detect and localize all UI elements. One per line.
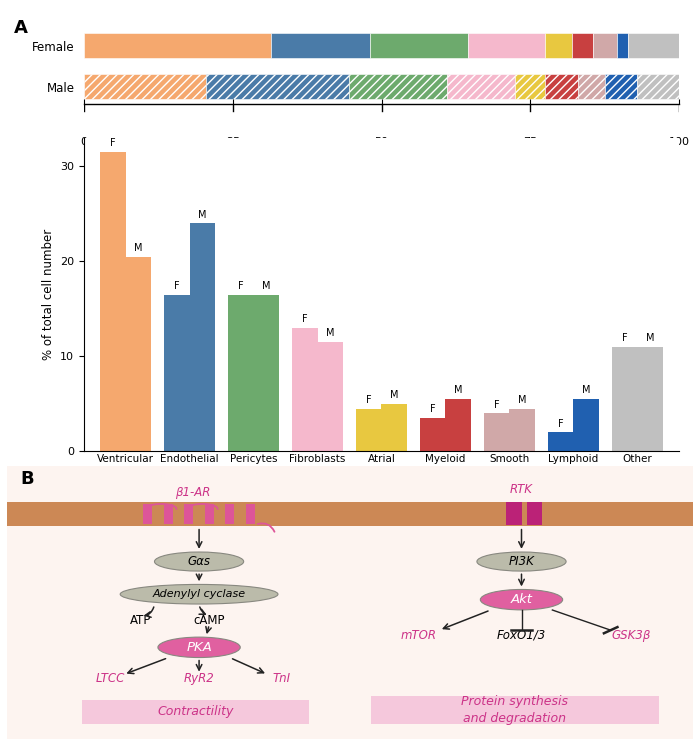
Bar — [246, 504, 255, 524]
Bar — [318, 342, 343, 451]
Bar — [484, 413, 510, 451]
Text: F: F — [622, 333, 627, 343]
Bar — [506, 502, 522, 525]
Text: cAMP: cAMP — [194, 614, 225, 627]
Text: PKA: PKA — [186, 641, 212, 653]
Text: M: M — [518, 395, 526, 405]
Bar — [100, 152, 125, 451]
Ellipse shape — [158, 637, 240, 657]
Text: mTOR: mTOR — [400, 629, 437, 642]
Bar — [527, 502, 542, 525]
Bar — [420, 418, 445, 451]
Bar — [638, 347, 663, 451]
Text: M: M — [582, 386, 591, 395]
Bar — [572, 33, 593, 58]
Bar — [292, 328, 318, 451]
Text: FoxO1/3: FoxO1/3 — [497, 629, 546, 642]
Bar — [545, 74, 578, 99]
Bar — [468, 33, 545, 58]
Bar — [164, 504, 173, 524]
Bar — [190, 224, 215, 451]
Text: TnI: TnI — [272, 672, 290, 685]
Text: B: B — [21, 470, 34, 489]
Text: Adenylyl cyclase: Adenylyl cyclase — [153, 589, 246, 599]
Text: F: F — [174, 281, 180, 291]
Text: Gαs: Gαs — [188, 555, 211, 568]
Bar — [144, 504, 152, 524]
Text: LTCC: LTCC — [95, 672, 125, 685]
Text: F: F — [110, 139, 116, 148]
Bar — [228, 295, 253, 451]
Bar — [7, 501, 693, 526]
Text: F: F — [558, 419, 564, 428]
Text: F: F — [430, 404, 435, 414]
Bar — [349, 74, 447, 99]
Text: β1-AR: β1-AR — [174, 486, 210, 499]
Text: M: M — [326, 328, 335, 339]
Bar — [356, 409, 382, 451]
Bar — [253, 295, 279, 451]
Bar — [382, 404, 407, 451]
Bar — [612, 347, 638, 451]
Bar — [370, 33, 468, 58]
Bar — [370, 696, 659, 724]
Text: M: M — [198, 210, 206, 219]
Bar — [515, 74, 545, 99]
Bar — [573, 399, 599, 451]
Bar — [125, 257, 151, 451]
Bar — [164, 295, 190, 451]
Text: M: M — [454, 386, 463, 395]
Bar — [629, 33, 682, 58]
Text: M: M — [262, 281, 271, 291]
Text: M: M — [390, 390, 398, 400]
Bar — [447, 74, 515, 99]
Bar — [593, 33, 617, 58]
Bar — [605, 74, 638, 99]
Text: GSK3β: GSK3β — [612, 629, 651, 642]
Bar — [638, 74, 679, 99]
Text: F: F — [302, 314, 307, 324]
Text: M: M — [646, 333, 654, 343]
Bar — [548, 433, 573, 451]
Y-axis label: % of total cell number: % of total cell number — [41, 229, 55, 360]
Bar — [225, 504, 234, 524]
Text: F: F — [366, 395, 372, 405]
Bar — [205, 504, 214, 524]
Text: RyR2: RyR2 — [183, 672, 214, 685]
Bar — [545, 33, 572, 58]
Text: M: M — [134, 243, 143, 253]
Bar — [184, 504, 193, 524]
Text: Protein synthesis
and degradation: Protein synthesis and degradation — [461, 695, 568, 725]
Ellipse shape — [120, 584, 278, 604]
Text: Akt: Akt — [510, 593, 533, 606]
Bar — [578, 74, 605, 99]
Bar — [617, 33, 629, 58]
Text: F: F — [238, 281, 244, 291]
Bar — [445, 399, 471, 451]
Ellipse shape — [477, 552, 566, 571]
Bar — [84, 74, 206, 99]
Ellipse shape — [480, 589, 563, 610]
Text: ATP: ATP — [130, 614, 151, 627]
Bar — [84, 33, 272, 58]
Text: PI3K: PI3K — [509, 555, 534, 568]
Text: Contractility: Contractility — [158, 706, 234, 718]
Bar — [83, 700, 309, 724]
Text: RTK: RTK — [510, 483, 533, 496]
X-axis label: % of total cell number: % of total cell number — [316, 148, 447, 161]
Bar — [510, 409, 535, 451]
Bar — [272, 33, 370, 58]
Text: F: F — [494, 400, 500, 410]
Ellipse shape — [155, 552, 244, 571]
Text: A: A — [14, 19, 28, 37]
Bar — [206, 74, 349, 99]
